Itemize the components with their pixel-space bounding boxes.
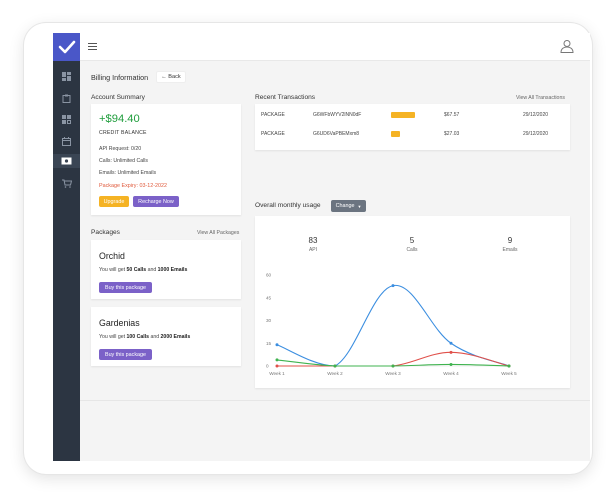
table-row[interactable]: PACKAGE G6WFbWYV2lNN0dF $67.57 29/12/202… [255,106,570,126]
tx-date: 29/12/2020 [523,131,549,137]
data-point [333,364,337,368]
data-point [449,362,453,366]
data-point [507,364,511,368]
buy-package-button[interactable]: Buy this package [99,349,152,360]
kpi-label: Calls [406,247,418,253]
kpi-value: 5 [409,236,415,245]
data-point [275,358,279,362]
package-expiry: Package Expiry: 03-12-2022 [99,183,168,189]
caret-down-icon: ▼ [357,203,362,209]
x-tick-label: Week 3 [385,371,401,376]
status-badge [391,112,415,118]
y-tick-label: 0 [266,364,269,369]
hamburger-menu-icon[interactable] [88,42,97,51]
clipboard-icon [62,94,71,103]
sidebar-item-calendar[interactable] [61,136,72,147]
data-point [275,343,279,347]
tx-type: PACKAGE [261,112,285,118]
checkmark-icon [58,40,75,54]
sidebar-item-cart[interactable] [61,178,72,189]
sidebar-item-dashboard[interactable] [61,71,72,82]
kpi-value: 9 [507,236,513,245]
package-name: Orchid [99,251,125,261]
package-name: Gardenias [99,318,140,328]
sidebar-item-billing[interactable] [53,154,80,168]
package-description: You will get 50 Calls and 1000 Emails [99,267,188,273]
y-tick-label: 45 [266,295,272,300]
x-tick-label: Week 2 [327,371,343,376]
sidebar [53,33,80,461]
tx-id: G6UD6VaPBEMxm8 [313,131,360,137]
user-profile-icon[interactable] [560,39,574,53]
y-tick-label: 30 [266,318,272,323]
dashboard-icon [62,72,71,81]
page-title: Billing Information [91,72,149,82]
calendar-icon [62,137,71,146]
footer-divider [80,400,590,401]
status-badge [391,131,400,137]
kpi-api: 83 API [283,236,343,253]
kpi-emails: 9 Emails [480,236,540,253]
usage-card: 83 API 5 Calls 9 Emails 0 15 30 45 60 Week 1 W… [255,216,570,388]
change-label: Change [335,203,355,209]
data-point [391,284,395,288]
recent-transactions-title: Recent Transactions [255,94,316,101]
y-tick-label: 60 [266,273,272,278]
page-header: Billing Information ← Back [91,71,186,83]
transactions-card: PACKAGE G6WFbWYV2lNN0dF $67.57 29/12/202… [255,104,570,150]
recharge-now-button[interactable]: Recharge Now [133,196,179,207]
x-tick-label: Week 5 [501,371,517,376]
package-description: You will get 100 Calls and 2000 Emails [99,334,191,340]
package-card-gardenias: Gardenias You will get 100 Calls and 200… [91,307,241,366]
series-line-0 [276,285,510,367]
y-tick-label: 15 [266,341,272,346]
x-tick-label: Week 1 [269,371,285,376]
arrow-left-icon: ← [161,74,167,80]
buy-package-button[interactable]: Buy this package [99,282,152,293]
kpi-value: 83 [308,236,318,245]
package-card-orchid: Orchid You will get 50 Calls and 1000 Em… [91,240,241,299]
app-logo[interactable] [53,33,80,61]
usage-line-chart: 0 15 30 45 60 Week 1 Week 2 Week 3 Week 4 Week 5 [266,273,517,377]
tx-date: 29/12/2020 [523,112,549,118]
kpi-label: Emails [502,247,518,253]
sidebar-item-clipboard[interactable] [61,93,72,104]
account-summary-title: Account Summary [91,94,145,101]
calls-stat: Calls: Unlimited Calls [99,158,149,164]
upgrade-button[interactable]: Upgrade [99,196,129,207]
packages-title: Packages [91,229,120,236]
app-screen: Billing Information ← Back Account Summa… [53,33,590,461]
view-all-transactions-link[interactable]: View All Transactions [516,95,565,101]
top-bar [80,33,590,61]
tx-amount: $67.57 [444,112,460,118]
change-dropdown-button[interactable]: Change ▼ [331,200,366,212]
credit-amount: +$94.40 [99,113,140,125]
monthly-usage-title: Overall monthly usage [255,202,321,209]
data-point [449,341,453,345]
credit-balance-label: CREDIT BALANCE [99,130,147,136]
view-all-packages-link[interactable]: View All Packages [197,230,240,236]
widgets-icon [62,115,71,124]
back-label: Back [168,74,181,80]
tx-type: PACKAGE [261,131,285,137]
data-point [449,350,453,354]
x-tick-label: Week 4 [443,371,459,376]
api-request-stat: API Request: 0/20 [99,146,142,152]
back-button[interactable]: ← Back [156,71,186,83]
tx-id: G6WFbWYV2lNN0dF [313,112,362,118]
cart-icon [61,179,72,188]
main-content: Billing Information ← Back Account Summa… [80,61,590,461]
money-icon [61,157,72,165]
account-summary-card: +$94.40 CREDIT BALANCE API Request: 0/20… [91,104,241,215]
table-row[interactable]: PACKAGE G6UD6VaPBEMxm8 $27.03 29/12/2020 [255,125,570,145]
tx-amount: $27.03 [444,131,460,137]
sidebar-item-widgets[interactable] [61,114,72,125]
kpi-label: API [308,247,318,253]
kpi-calls: 5 Calls [382,236,442,253]
data-point [275,364,279,368]
emails-stat: Emails: Unlimited Emails [99,170,157,176]
data-point [391,364,395,368]
